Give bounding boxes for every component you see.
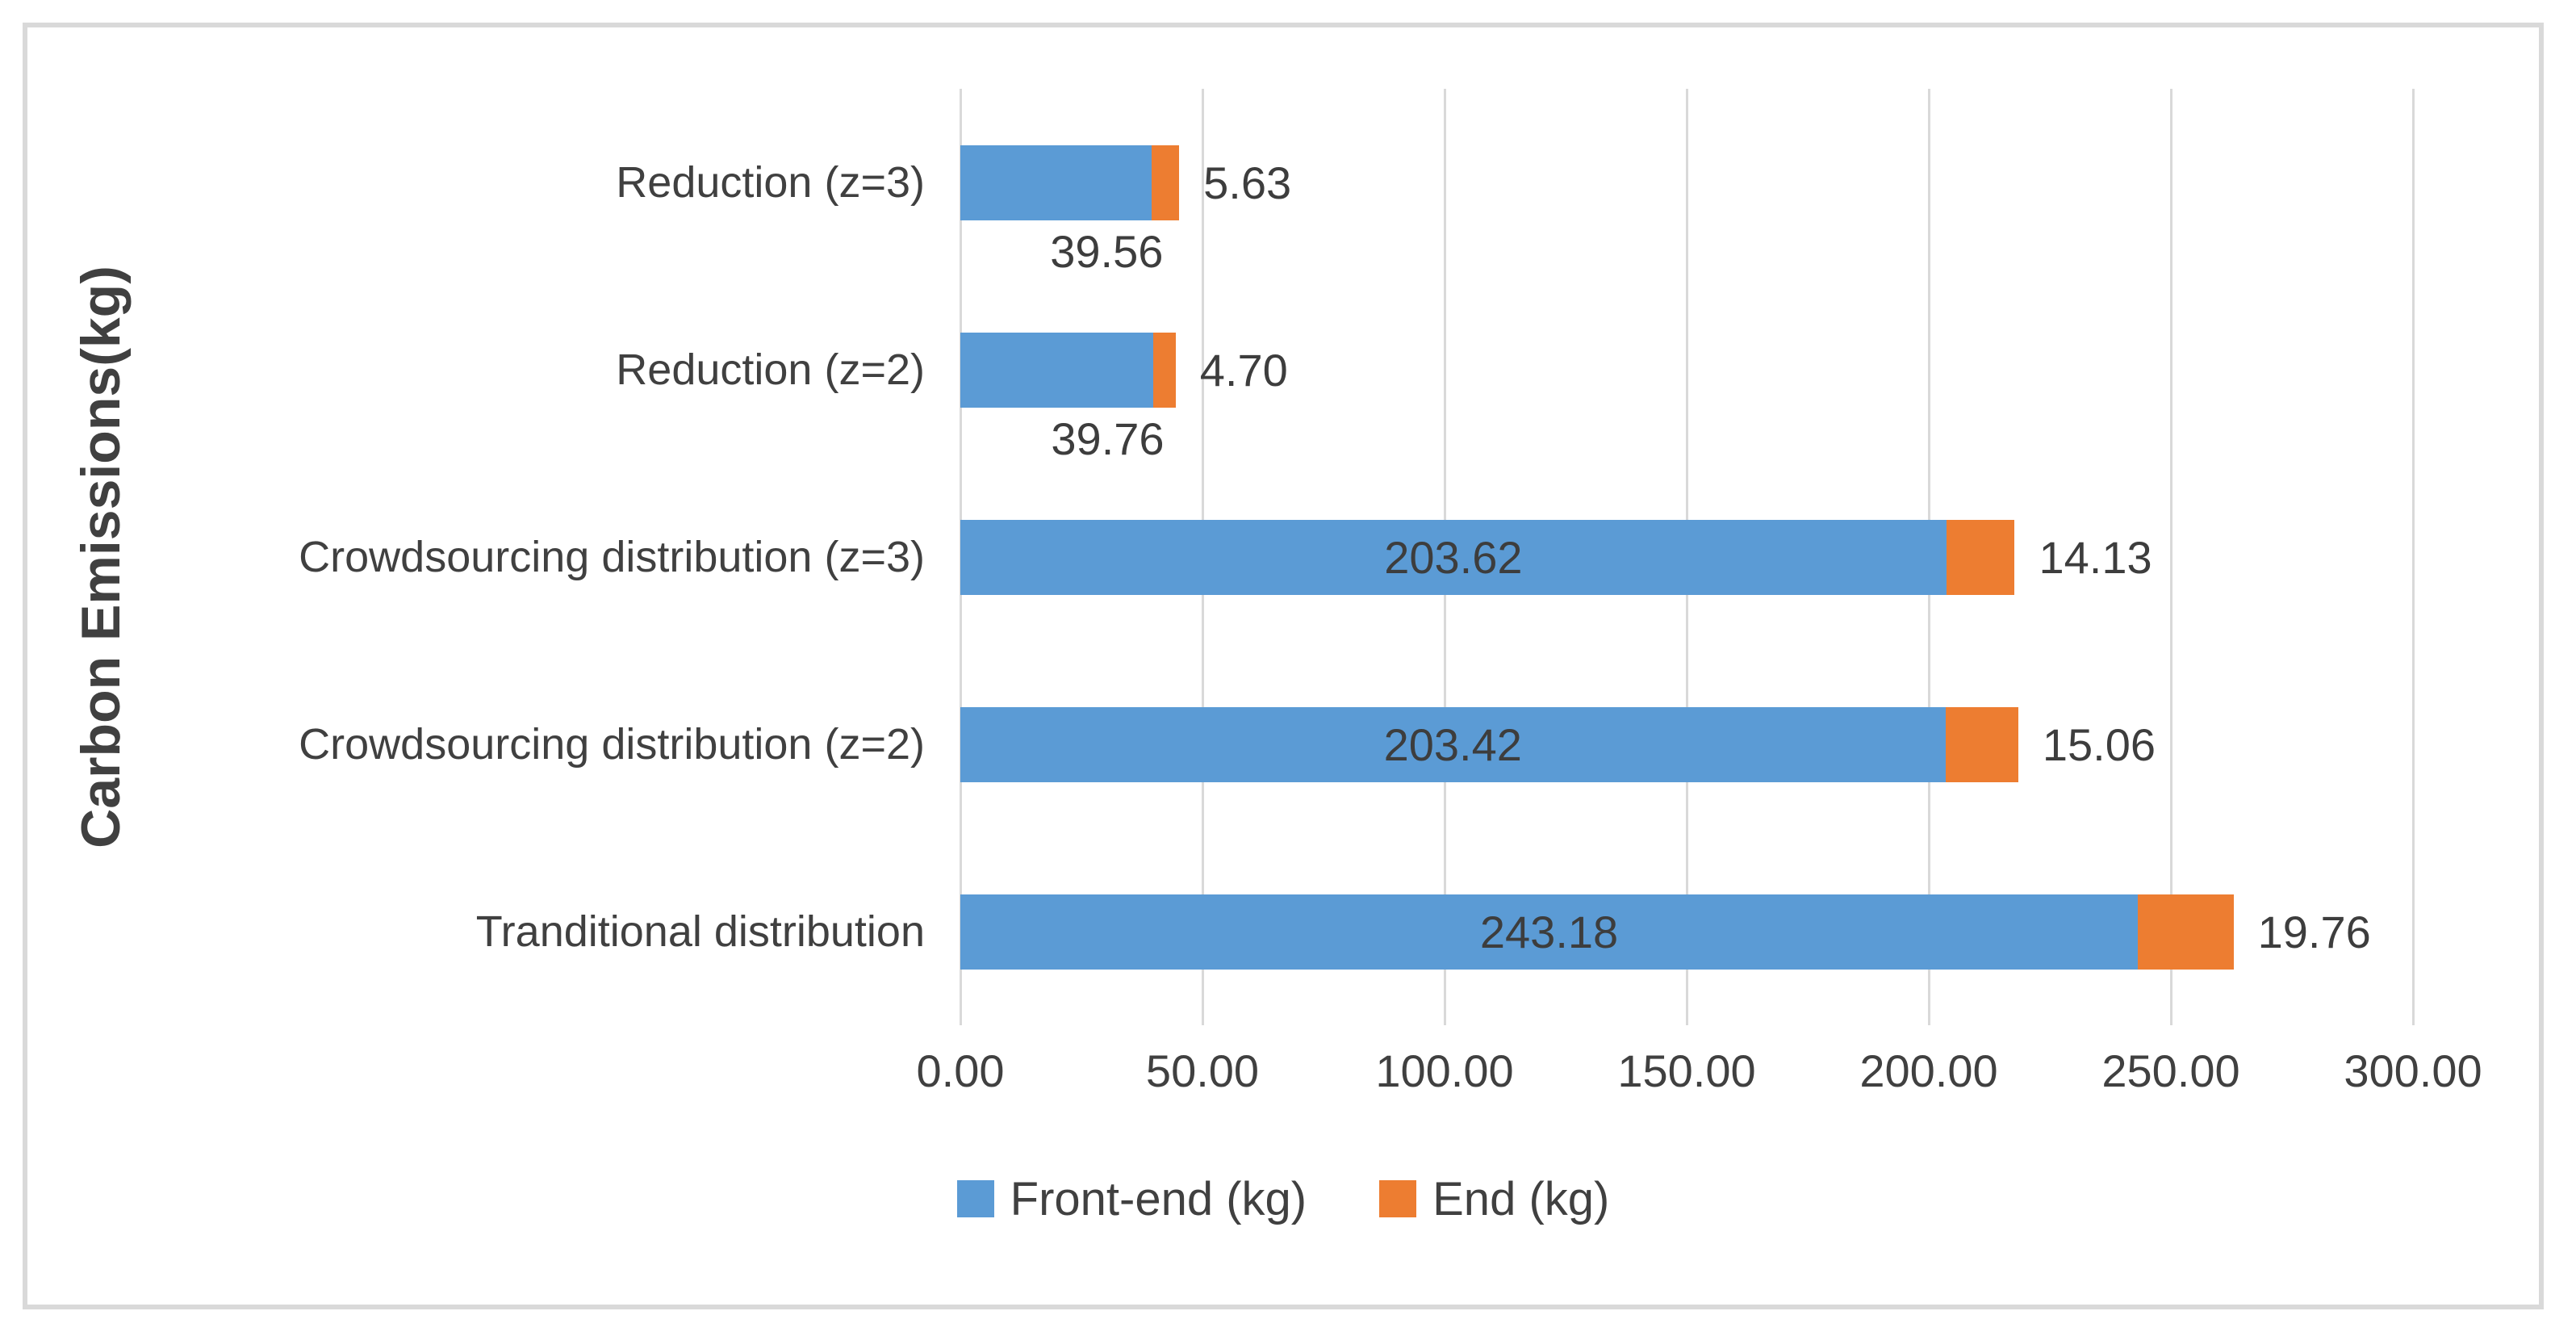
legend: Front-end (kg) End (kg) — [27, 1171, 2539, 1227]
bar-segment-front-end[interactable] — [960, 894, 2139, 970]
bar-segment-end[interactable] — [1152, 145, 1180, 220]
category-label: Crowdsourcing distribution (z=2) — [299, 719, 925, 769]
category-label: Reduction (z=2) — [616, 345, 925, 394]
x-axis-tick-label: 200.00 — [1859, 1045, 1998, 1096]
legend-swatch-icon — [956, 1180, 994, 1217]
end-value-label: 19.76 — [2257, 906, 2371, 957]
x-axis-tick-label: 300.00 — [2344, 1045, 2482, 1096]
front-end-value-label: 39.56 — [1050, 225, 1164, 277]
front-end-value-label: 243.18 — [1479, 906, 1619, 957]
category-label: Tranditional distribution — [475, 907, 925, 956]
bar-segment-front-end[interactable] — [960, 519, 1947, 595]
x-axis-tick-label: 250.00 — [2101, 1045, 2240, 1096]
bar-row — [960, 894, 2234, 970]
front-end-value-label: 203.42 — [1383, 718, 1522, 770]
x-axis-tick-label: 100.00 — [1375, 1045, 1514, 1096]
end-value-label: 5.63 — [1203, 157, 1292, 208]
legend-swatch-icon — [1379, 1180, 1417, 1217]
bar-segment-end[interactable] — [2138, 894, 2234, 970]
category-label: Crowdsourcing distribution (z=3) — [299, 532, 925, 581]
bar-segment-end[interactable] — [1946, 519, 2015, 595]
end-value-label: 15.06 — [2042, 718, 2156, 770]
bar-segment-front-end[interactable] — [960, 145, 1152, 220]
bar-row — [960, 519, 2015, 595]
gridline — [2169, 89, 2172, 1025]
chart-frame: Carbon Emissions(kg) 0.00 50.00 100.00 150.… — [23, 23, 2544, 1309]
bar-row — [960, 332, 1176, 408]
front-end-value-label: 39.76 — [1051, 413, 1165, 464]
bar-segment-front-end[interactable] — [960, 332, 1153, 408]
bar-row — [960, 145, 1180, 220]
plot-area: 0.00 50.00 100.00 150.00 200.00 250.00 300.00 R… — [27, 27, 2539, 1305]
category-label: Reduction (z=3) — [616, 157, 925, 207]
end-value-label: 4.70 — [1199, 344, 1288, 396]
bar-row — [960, 706, 2018, 782]
legend-label: End (kg) — [1432, 1172, 1610, 1225]
gridline — [2411, 89, 2415, 1025]
end-value-label: 14.13 — [2039, 531, 2152, 583]
legend-item-front-end[interactable]: Front-end (kg) — [956, 1172, 1307, 1226]
bar-segment-end[interactable] — [1945, 706, 2018, 782]
x-axis-tick-label: 150.00 — [1617, 1045, 1756, 1096]
bar-segment-front-end[interactable] — [960, 706, 1946, 782]
legend-item-end[interactable]: End (kg) — [1379, 1172, 1609, 1226]
x-axis-tick-label: 50.00 — [1145, 1045, 1260, 1096]
front-end-value-label: 203.62 — [1384, 531, 1523, 583]
legend-label: Front-end (kg) — [1010, 1172, 1307, 1225]
x-axis-tick-label: 0.00 — [916, 1045, 1005, 1096]
bar-segment-end[interactable] — [1152, 332, 1176, 408]
